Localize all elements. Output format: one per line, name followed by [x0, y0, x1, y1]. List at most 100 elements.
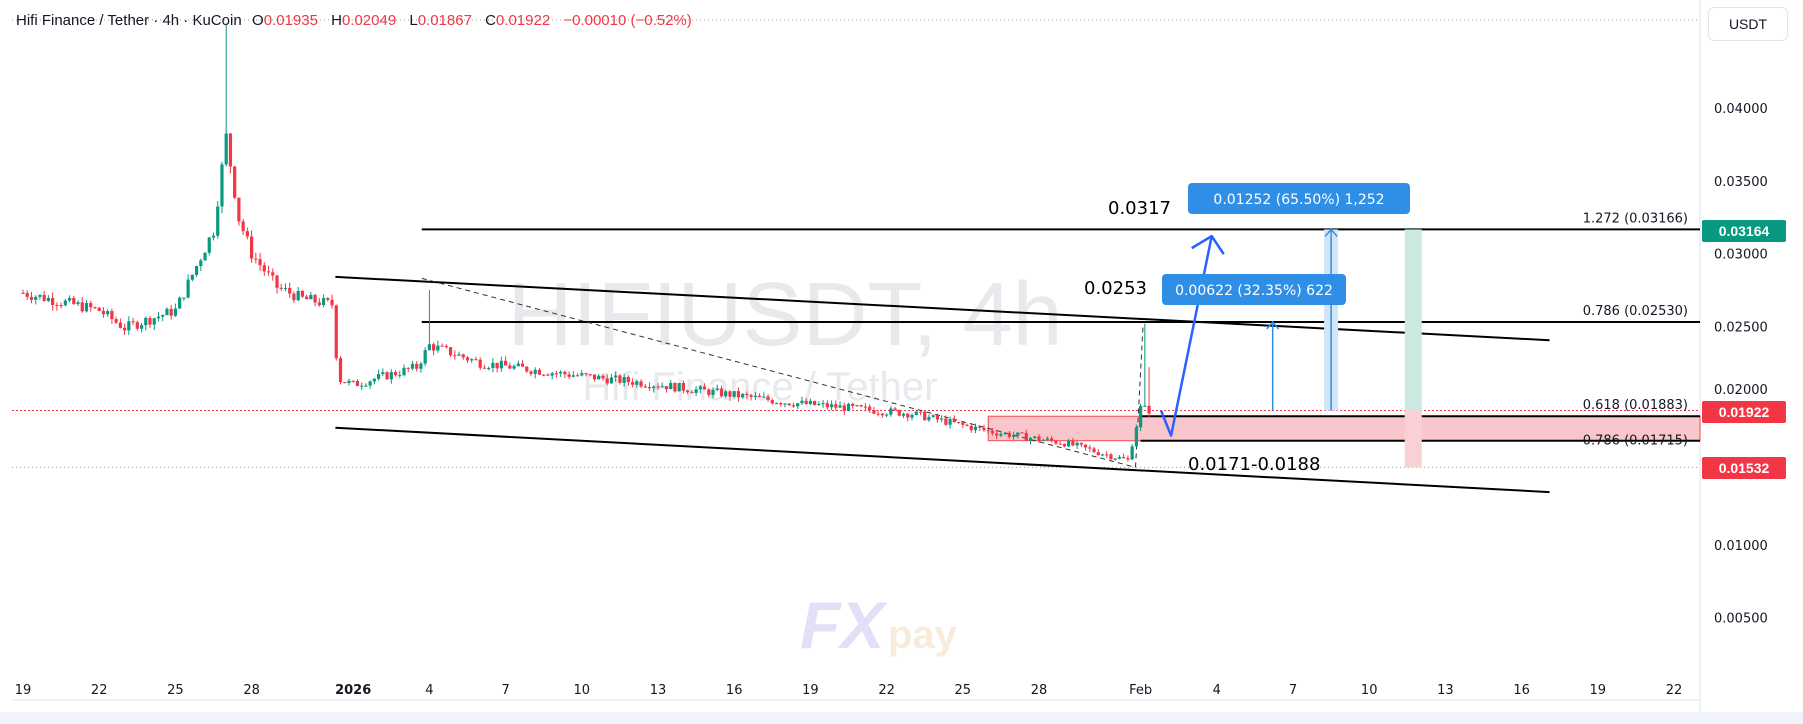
candle-body [719, 388, 724, 397]
candle-body [415, 363, 419, 369]
candle-body [224, 133, 228, 165]
candle-body [161, 315, 165, 317]
candle-body [783, 403, 787, 405]
candle-body [622, 376, 626, 383]
candle-body [829, 404, 834, 408]
candle-body [178, 297, 182, 309]
candle-body [457, 354, 461, 356]
candle-body [1054, 440, 1058, 444]
candle-body [364, 385, 368, 387]
candle-body [169, 308, 173, 316]
candle-body [872, 410, 876, 414]
candle-body [372, 378, 376, 382]
candle-body [537, 369, 542, 375]
candle-body [135, 322, 139, 329]
candle-body [84, 303, 89, 312]
currency-button[interactable]: USDT [1708, 7, 1788, 41]
candle-body [1041, 439, 1045, 441]
candle-body [89, 303, 93, 308]
candle-body [1007, 432, 1011, 437]
fxpay-logo: FX pay [800, 588, 958, 662]
candle-body [626, 376, 630, 383]
candle-body [597, 375, 601, 380]
candle-body [639, 381, 643, 387]
price-tick-label: 0.04000 [1714, 102, 1768, 117]
candle-body [228, 133, 233, 167]
candle-body [605, 378, 609, 384]
candle-body [1075, 442, 1079, 446]
candle-body [241, 221, 245, 232]
candle-body [575, 375, 580, 377]
candle-body [482, 367, 487, 369]
time-tick-label: 13 [1437, 683, 1454, 698]
candle-body [923, 411, 927, 421]
candle-body [1130, 446, 1134, 460]
candle-body [42, 294, 46, 301]
candle-body [956, 422, 961, 424]
candle-body [330, 299, 334, 306]
candle-body [702, 386, 707, 390]
candle-body [423, 350, 427, 364]
candle-body [1113, 458, 1117, 460]
candle-body [317, 302, 321, 306]
candle-body [25, 293, 29, 297]
candle-body [402, 367, 406, 376]
candle-body [567, 374, 571, 377]
candle-body [393, 372, 398, 376]
candle-body [72, 297, 76, 305]
candle-body [59, 305, 63, 307]
candle-body [664, 386, 669, 390]
candle-body [1058, 443, 1062, 445]
candle-body [817, 404, 821, 406]
candle-body [762, 396, 766, 398]
time-tick-label: 22 [1666, 683, 1683, 698]
candle-body [487, 367, 491, 369]
candle-body [1096, 452, 1100, 456]
candle-body [474, 359, 478, 361]
candle-body [986, 430, 990, 432]
candle-body [876, 413, 880, 415]
candle-body [914, 411, 918, 415]
candle-body [1122, 456, 1126, 459]
candle-body [1020, 432, 1024, 434]
candle-body [334, 305, 338, 359]
candle-body [851, 403, 855, 406]
candle-body [614, 375, 618, 378]
stop-pink-band [1404, 410, 1422, 468]
candle-body [516, 363, 520, 367]
candle-body [144, 317, 148, 326]
candle-body [1100, 454, 1105, 456]
candle-body [216, 206, 220, 236]
candle-body [791, 405, 796, 407]
candle-body [774, 403, 779, 405]
candle-body [118, 322, 122, 328]
candle-body [343, 382, 347, 384]
candle-body [29, 296, 34, 300]
candle-body [978, 426, 982, 428]
candle-body [525, 366, 529, 372]
candle-body [842, 405, 846, 411]
candle-body [491, 362, 495, 368]
candle-body [123, 327, 127, 331]
candle-body [588, 374, 592, 376]
candle-body [385, 372, 389, 380]
watermark-name: Hifi Finance / Tether [583, 365, 938, 409]
candle-body [512, 366, 516, 369]
candle-body [300, 291, 304, 297]
candle-body [448, 347, 453, 356]
candle-body [1143, 405, 1147, 407]
candle-body [186, 279, 190, 298]
candle-body [309, 294, 313, 300]
candle-body [203, 252, 207, 261]
symbol-legend: Hifi Finance / Tether · 4h · KuCoin O0.0… [16, 12, 701, 29]
candle-body [863, 406, 868, 408]
price-tick-label: 0.02000 [1714, 383, 1768, 398]
time-tick-label: 25 [167, 683, 184, 698]
watermark-symbol: HIFIUSDT, 4h [507, 265, 1062, 365]
candle-body [410, 363, 415, 369]
dashed-vertical-line [1135, 323, 1144, 468]
candle-body [787, 403, 791, 406]
candle-body [67, 297, 72, 301]
price-badge: 0.03164 [1702, 219, 1786, 242]
